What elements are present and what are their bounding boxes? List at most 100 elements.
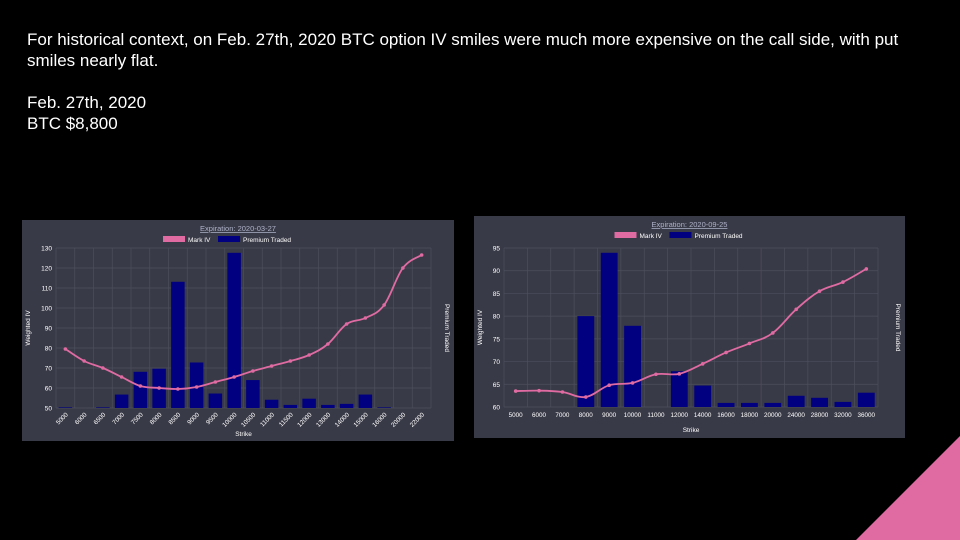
mark-iv-point xyxy=(119,375,124,379)
chart-svg: Expiration: 2020-03-27 Mark IV Premium Tra… xyxy=(25,224,450,438)
y-tick-label: 80 xyxy=(45,346,53,353)
premium-bar xyxy=(264,399,279,408)
x-tick-label: 8000 xyxy=(149,411,164,426)
x-tick-label: 18000 xyxy=(741,412,759,419)
x-tick-label: 11500 xyxy=(278,411,295,428)
premium-bar xyxy=(624,325,641,407)
y2-axis-label: Premium Traded xyxy=(443,304,450,352)
slide-text: For historical context, on Feb. 27th, 20… xyxy=(27,29,917,134)
premium-bar xyxy=(246,380,260,408)
chart-panel-march: Expiration: 2020-03-27 Mark IV Premium Tra… xyxy=(22,220,454,441)
y-tick-label: 80 xyxy=(493,314,501,321)
y-tick-label: 100 xyxy=(41,306,52,313)
x-tick-label: 10000 xyxy=(624,412,642,419)
x-tick-label: 8000 xyxy=(579,412,594,419)
mark-iv-point xyxy=(864,267,869,271)
x-tick-label: 12000 xyxy=(296,411,314,429)
mark-iv-point xyxy=(138,384,143,388)
mark-iv-point xyxy=(817,289,822,293)
x-tick-label: 10000 xyxy=(221,411,239,429)
x-tick-label: 6500 xyxy=(92,411,107,426)
x-tick-label: 16000 xyxy=(717,412,735,419)
premium-bar xyxy=(133,371,148,408)
premium-bar xyxy=(358,394,373,408)
mark-iv-line xyxy=(515,268,867,399)
premium-bar xyxy=(741,402,758,407)
y-tick-label: 90 xyxy=(493,268,501,275)
premium-bar xyxy=(58,407,73,408)
chart-svg: Expiration: 2020-09-25 Mark IV Premium Tra… xyxy=(477,220,901,434)
mark-iv-point xyxy=(677,372,682,376)
x-tick-label: 22000 xyxy=(409,411,427,429)
mark-iv-point xyxy=(307,353,311,357)
x-tick-label: 20000 xyxy=(390,411,408,429)
mark-iv-point xyxy=(794,307,798,312)
x-tick-label: 28000 xyxy=(811,412,829,419)
mark-iv-point xyxy=(654,372,658,377)
premium-bar xyxy=(717,402,735,407)
x-tick-label: 13000 xyxy=(315,411,333,429)
x-axis-label: Strike xyxy=(683,427,700,434)
legend-swatch-mark-iv xyxy=(163,236,185,242)
y-tick-label: 60 xyxy=(493,405,501,412)
x-tick-label: 11000 xyxy=(647,412,665,419)
mark-iv-point xyxy=(630,381,635,385)
mark-iv-point xyxy=(724,350,728,355)
y-tick-label: 130 xyxy=(41,246,52,253)
premium-bar xyxy=(96,407,110,408)
premium-bar xyxy=(694,385,712,407)
y-axis-label: Weighted IV xyxy=(477,309,484,345)
legend-swatch-premium xyxy=(669,232,692,238)
y-tick-label: 85 xyxy=(493,291,501,298)
premium-bar xyxy=(834,401,852,407)
x-tick-label: 9000 xyxy=(186,411,201,426)
premium-bar xyxy=(339,403,354,408)
mark-iv-point xyxy=(401,266,405,270)
x-tick-label: 5000 xyxy=(509,412,524,419)
mark-iv-point xyxy=(344,322,349,326)
x-tick-label: 9500 xyxy=(205,411,220,426)
y-tick-label: 50 xyxy=(45,406,53,413)
mark-iv-point xyxy=(82,359,86,363)
premium-bar xyxy=(171,281,185,408)
x-tick-label: 7500 xyxy=(130,411,145,426)
chart-title: Expiration: 2020-03-27 xyxy=(200,224,276,233)
x-tick-label: 36000 xyxy=(858,412,876,419)
intro-text: For historical context, on Feb. 27th, 20… xyxy=(27,30,899,70)
mark-iv-point xyxy=(584,395,588,399)
legend-label-premium: Premium Traded xyxy=(243,237,291,244)
mark-iv-point xyxy=(269,364,274,368)
mark-iv-point xyxy=(363,316,368,320)
y-tick-label: 120 xyxy=(41,266,52,273)
mark-iv-point xyxy=(63,347,68,351)
mark-iv-point xyxy=(841,280,845,284)
y-tick-label: 60 xyxy=(45,386,53,393)
x-tick-label: 7000 xyxy=(111,411,126,426)
legend-label-mark-iv: Mark IV xyxy=(188,237,211,244)
x-tick-label: 14000 xyxy=(334,411,352,429)
chart-title: Expiration: 2020-09-25 xyxy=(652,220,728,229)
premium-bar xyxy=(283,404,298,408)
x-tick-label: 24000 xyxy=(787,412,805,419)
premium-bar xyxy=(577,316,595,407)
premium-bar xyxy=(787,395,805,407)
mark-iv-point xyxy=(213,380,218,384)
premium-bar xyxy=(857,392,875,407)
premium-bar xyxy=(208,393,223,408)
y-tick-label: 65 xyxy=(493,382,501,389)
y-tick-label: 70 xyxy=(493,359,501,366)
x-tick-label: 32000 xyxy=(834,412,852,419)
premium-bar xyxy=(114,394,129,408)
premium-bar xyxy=(670,371,688,407)
x-tick-label: 8500 xyxy=(167,411,182,426)
premium-bar xyxy=(227,252,241,408)
legend-swatch-premium xyxy=(218,236,240,242)
mark-iv-point xyxy=(419,253,424,257)
y-tick-label: 90 xyxy=(45,326,53,333)
premium-bar xyxy=(321,404,335,408)
date-line: Feb. 27th, 2020 xyxy=(27,93,147,112)
mark-iv-point xyxy=(747,341,752,346)
premium-bar xyxy=(600,252,618,407)
x-tick-label: 9000 xyxy=(602,412,617,419)
y-tick-label: 95 xyxy=(493,246,501,253)
